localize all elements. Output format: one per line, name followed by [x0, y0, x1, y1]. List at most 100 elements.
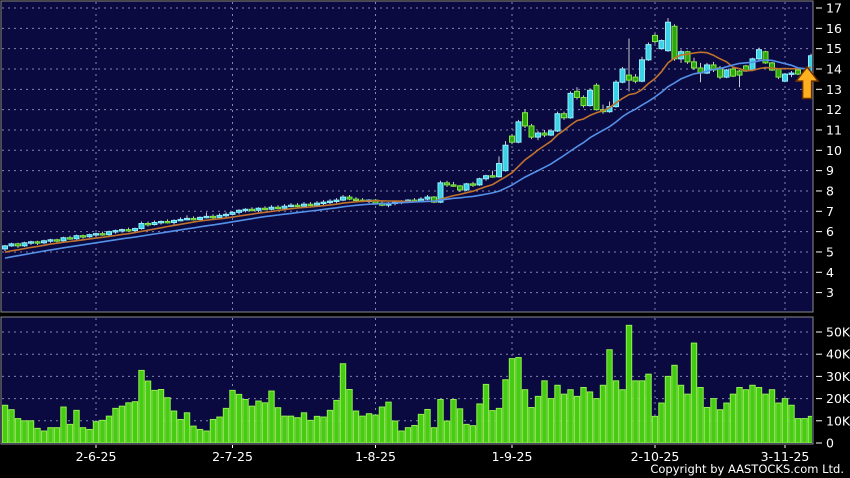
volume-bar: [554, 384, 561, 443]
volume-bar: [79, 427, 87, 443]
candle: [73, 235, 80, 240]
volume-bar: [398, 430, 405, 443]
volume-bar: [14, 418, 22, 443]
volume-bar: [638, 380, 646, 443]
candle: [756, 49, 762, 60]
ma-slow-line: [4, 59, 812, 259]
candle: [145, 222, 151, 226]
volume-bar: [762, 393, 769, 443]
candle: [21, 242, 28, 247]
volume-tick-label: 30K: [826, 369, 850, 384]
volume-tick-label: 0: [826, 436, 834, 451]
candle: [307, 203, 314, 207]
price-pane: [0, 0, 814, 313]
price-tick-label: 7: [826, 204, 834, 219]
price-tick-label: 16: [826, 21, 842, 36]
candle: [665, 21, 671, 52]
volume-bar: [339, 363, 347, 443]
price-tick-label: 12: [826, 102, 842, 117]
candle: [236, 209, 242, 213]
date-tick-label: 1-9-25: [492, 449, 533, 464]
candle: [294, 204, 301, 208]
volume-bar: [183, 412, 191, 443]
volume-bar: [580, 387, 587, 443]
price-tick-label: 8: [826, 183, 834, 198]
candle: [730, 68, 736, 77]
price-tick-label: 5: [826, 244, 834, 259]
volume-bar: [794, 418, 802, 443]
volume-bar: [40, 430, 48, 443]
candle: [67, 237, 73, 240]
volume-bar: [502, 379, 509, 443]
price-tick-label: 11: [826, 122, 842, 137]
candle: [132, 228, 138, 232]
candle: [158, 220, 164, 224]
candle: [171, 219, 177, 223]
volume-bar: [190, 425, 197, 443]
volume-bar: [242, 398, 249, 443]
candle: [619, 68, 626, 83]
candle: [723, 69, 730, 78]
volume-bar: [632, 380, 639, 443]
candle: [60, 237, 67, 242]
volume-bar: [346, 388, 353, 443]
candle: [340, 196, 346, 201]
volume-bar: [489, 410, 496, 443]
volume-bar: [716, 409, 724, 443]
candle: [548, 130, 554, 136]
volume-bar: [736, 387, 743, 443]
volume-bar: [619, 389, 626, 443]
volume-bar: [755, 387, 763, 443]
volume-bar: [528, 406, 535, 443]
candle: [658, 40, 665, 50]
volume-bar: [677, 384, 685, 443]
volume-bar: [450, 398, 457, 443]
copyright-text: Copyright by AASTOCKS.com Ltd.: [650, 462, 844, 476]
volume-bar: [359, 415, 366, 443]
volume-bar: [177, 418, 184, 443]
volume-bar: [313, 415, 321, 443]
volume-bar: [365, 413, 373, 443]
candle: [567, 92, 574, 119]
candle: [268, 206, 275, 210]
date-tick-label: 2-10-25: [631, 449, 680, 464]
candle: [528, 125, 535, 138]
volume-bar: [723, 402, 730, 443]
volume-bar: [47, 427, 54, 443]
volume-bar: [164, 397, 171, 443]
candle: [8, 243, 15, 247]
candle: [54, 239, 60, 242]
volume-tick-label: 40K: [826, 347, 850, 362]
volume-bar: [73, 409, 80, 443]
volume-bar: [729, 393, 737, 443]
volume-bar: [424, 408, 431, 443]
volume-bar: [333, 399, 340, 443]
volume-bar: [430, 427, 438, 443]
volume-bar: [281, 415, 288, 443]
volume-bar: [274, 407, 282, 443]
volume-bar: [248, 405, 256, 443]
price-tick-label: 10: [826, 143, 842, 158]
volume-bar: [112, 407, 119, 443]
volume-bar: [2, 404, 9, 443]
volume-bar: [417, 413, 425, 443]
volume-bar: [456, 408, 464, 443]
candle: [795, 69, 801, 75]
volume-bar: [196, 428, 204, 443]
volume-bar: [66, 423, 74, 443]
candle: [242, 208, 249, 212]
candle: [684, 51, 691, 63]
volume-bar: [768, 389, 776, 443]
candle: [190, 217, 197, 221]
volume-bar: [521, 389, 529, 443]
candle: [762, 51, 769, 64]
candle: [509, 135, 515, 143]
candle: [535, 132, 541, 138]
candle: [184, 217, 190, 221]
volume-bar: [645, 373, 652, 443]
volume-bar: [261, 402, 269, 443]
candle: [632, 76, 639, 82]
axes: 17 16 15 14 13 12 11 10 9 8 7 6 5 4 3 50K 40K 30K 20K 10K 0 2…: [76, 1, 850, 465]
candle: [561, 113, 567, 119]
